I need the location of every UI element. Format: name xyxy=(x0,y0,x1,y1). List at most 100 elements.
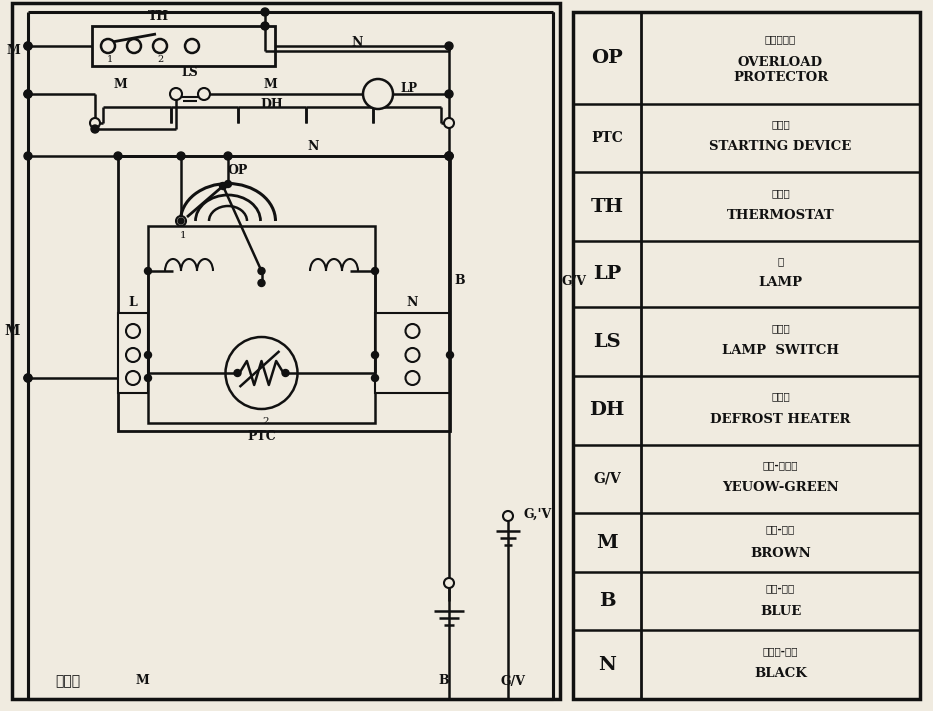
Circle shape xyxy=(177,152,185,160)
Text: 连接线-黑色: 连接线-黑色 xyxy=(763,646,799,656)
Text: 除霜器: 除霜器 xyxy=(772,392,790,402)
Circle shape xyxy=(176,216,186,226)
Text: B: B xyxy=(599,592,615,610)
Bar xyxy=(375,313,450,393)
Text: STARTING DEVICE: STARTING DEVICE xyxy=(709,140,852,154)
Circle shape xyxy=(445,152,453,160)
Text: N: N xyxy=(407,296,418,309)
Bar xyxy=(12,3,560,699)
Circle shape xyxy=(224,152,232,160)
Circle shape xyxy=(24,152,32,160)
Bar xyxy=(118,313,148,393)
Circle shape xyxy=(445,152,453,160)
Text: LAMP: LAMP xyxy=(759,276,802,289)
Circle shape xyxy=(226,337,298,409)
Text: N: N xyxy=(308,141,319,154)
Text: M: M xyxy=(5,324,20,338)
Text: 零线-蓝色: 零线-蓝色 xyxy=(766,583,795,593)
Text: N: N xyxy=(352,36,363,48)
Text: 过载保护器: 过载保护器 xyxy=(765,34,796,45)
Text: LAMP  SWITCH: LAMP SWITCH xyxy=(722,344,839,357)
Circle shape xyxy=(126,371,140,385)
Circle shape xyxy=(363,79,393,109)
Text: N: N xyxy=(598,656,616,673)
Text: OP: OP xyxy=(228,164,248,178)
Circle shape xyxy=(406,371,420,385)
Text: THERMOSTAT: THERMOSTAT xyxy=(727,209,834,222)
Circle shape xyxy=(24,374,32,382)
Circle shape xyxy=(234,370,241,377)
Text: 火线-棕色: 火线-棕色 xyxy=(766,525,795,535)
Circle shape xyxy=(371,351,379,358)
Text: G/V: G/V xyxy=(561,274,586,287)
Circle shape xyxy=(444,118,454,128)
Text: 1: 1 xyxy=(180,230,187,240)
Circle shape xyxy=(90,118,100,128)
Text: 温控器: 温控器 xyxy=(772,188,790,198)
Circle shape xyxy=(24,374,32,382)
Text: DEFROST HEATER: DEFROST HEATER xyxy=(710,412,851,426)
Circle shape xyxy=(127,39,141,53)
Circle shape xyxy=(258,279,265,287)
Text: 灯开关: 灯开关 xyxy=(772,323,790,333)
Text: 1: 1 xyxy=(107,55,113,63)
Circle shape xyxy=(178,218,184,224)
Circle shape xyxy=(445,42,453,50)
Circle shape xyxy=(170,88,182,100)
Text: OP: OP xyxy=(592,49,623,67)
Text: BLUE: BLUE xyxy=(759,605,801,618)
Text: M: M xyxy=(135,675,149,688)
Circle shape xyxy=(114,152,122,160)
Text: L: L xyxy=(129,296,137,309)
Text: PTC: PTC xyxy=(592,131,623,145)
Text: 电路图: 电路图 xyxy=(55,674,80,688)
Circle shape xyxy=(126,348,140,362)
Text: LS: LS xyxy=(593,333,620,351)
Bar xyxy=(92,26,275,66)
Circle shape xyxy=(185,39,199,53)
Text: G/V: G/V xyxy=(500,675,525,688)
Circle shape xyxy=(24,42,32,50)
Circle shape xyxy=(219,183,227,190)
Bar xyxy=(573,12,920,699)
Circle shape xyxy=(145,267,151,274)
Circle shape xyxy=(24,90,32,98)
Text: G,'V: G,'V xyxy=(523,508,551,520)
Circle shape xyxy=(282,370,289,377)
Circle shape xyxy=(261,22,269,30)
Text: M: M xyxy=(263,78,277,92)
Circle shape xyxy=(126,324,140,338)
Text: M: M xyxy=(7,45,20,58)
Text: BROWN: BROWN xyxy=(750,547,811,560)
Circle shape xyxy=(24,90,32,98)
Circle shape xyxy=(261,8,269,16)
Circle shape xyxy=(444,578,454,588)
Bar xyxy=(118,156,450,431)
Text: LP: LP xyxy=(592,265,621,283)
Text: TH: TH xyxy=(148,11,169,23)
Text: M: M xyxy=(596,533,618,552)
Circle shape xyxy=(198,88,210,100)
Text: BLACK: BLACK xyxy=(754,667,807,680)
Circle shape xyxy=(406,348,420,362)
Text: M: M xyxy=(113,78,127,92)
Text: 灯: 灯 xyxy=(777,256,784,266)
Text: 2: 2 xyxy=(262,417,269,425)
Circle shape xyxy=(258,267,265,274)
Circle shape xyxy=(153,39,167,53)
Text: DH: DH xyxy=(590,401,625,419)
Circle shape xyxy=(145,351,151,358)
Circle shape xyxy=(503,511,513,521)
Circle shape xyxy=(447,351,453,358)
Circle shape xyxy=(91,125,99,133)
Text: LP: LP xyxy=(400,82,417,95)
Text: YEUOW-GREEN: YEUOW-GREEN xyxy=(722,481,839,494)
Text: G/V: G/V xyxy=(593,472,620,486)
Text: LS: LS xyxy=(182,65,199,78)
Text: 2: 2 xyxy=(157,55,163,63)
Text: B: B xyxy=(439,675,450,688)
Text: OVERLOAD
PROTECTOR: OVERLOAD PROTECTOR xyxy=(733,55,829,84)
Text: PTC: PTC xyxy=(247,430,276,444)
Circle shape xyxy=(371,267,379,274)
Text: 地线-黄绻色: 地线-黄绻色 xyxy=(763,460,799,470)
